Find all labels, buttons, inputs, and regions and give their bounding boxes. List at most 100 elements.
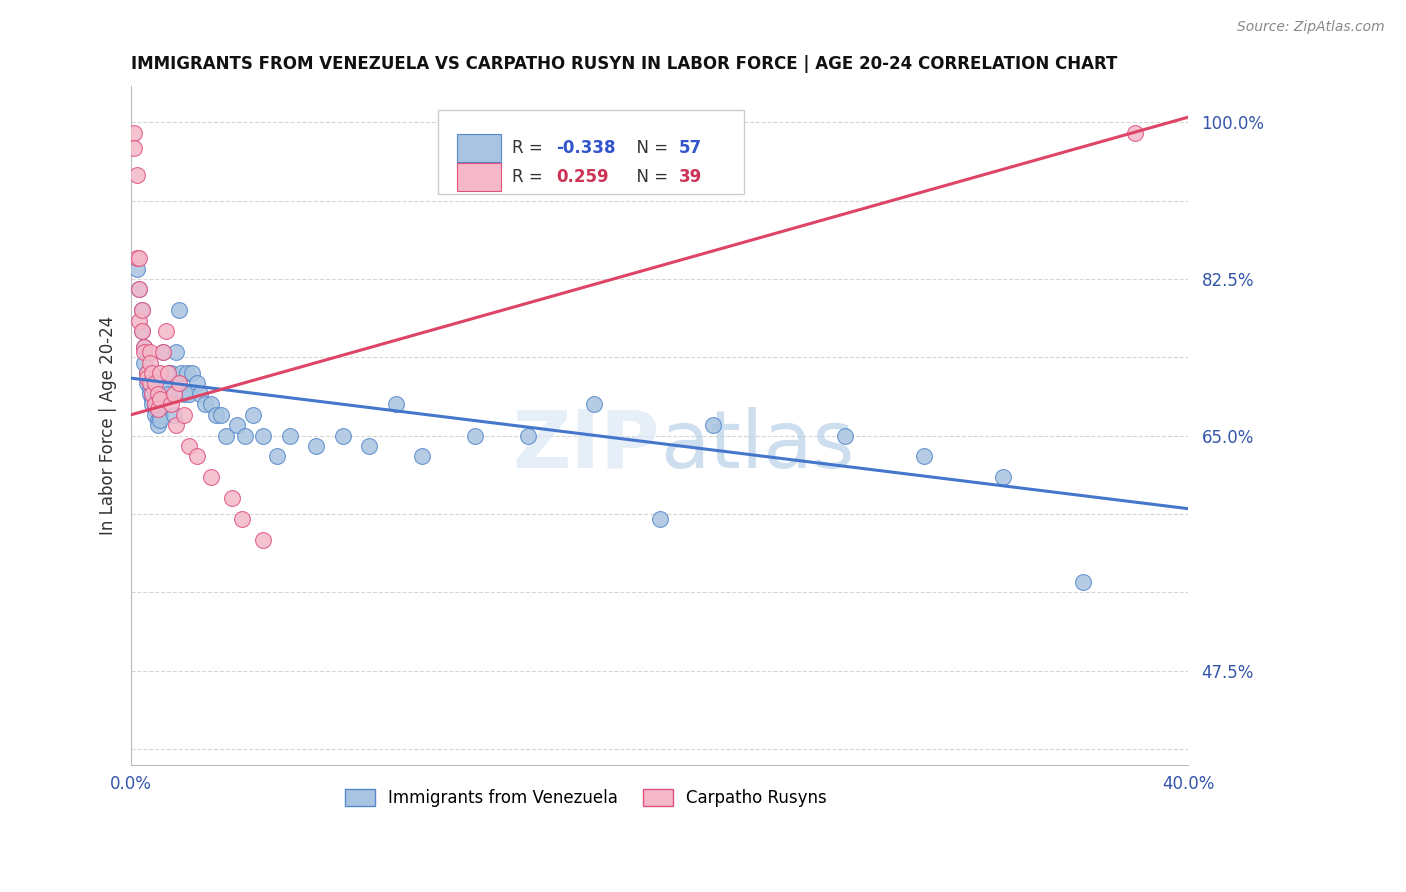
- Point: [179, 387, 201, 401]
- Point: [143, 402, 166, 417]
- Point: [411, 450, 433, 464]
- Point: [134, 355, 156, 369]
- Point: [188, 387, 211, 401]
- Point: [582, 397, 605, 411]
- Point: [155, 376, 177, 391]
- Point: [167, 376, 190, 391]
- Point: [359, 439, 381, 453]
- Point: [155, 324, 177, 338]
- Point: [252, 428, 274, 442]
- Text: 0.259: 0.259: [557, 168, 609, 186]
- Point: [233, 428, 256, 442]
- Point: [139, 376, 162, 391]
- Point: [149, 413, 172, 427]
- Point: [131, 303, 153, 318]
- Point: [131, 324, 153, 338]
- Point: [305, 439, 328, 453]
- FancyBboxPatch shape: [457, 162, 501, 191]
- Point: [648, 512, 671, 526]
- Point: [186, 376, 208, 391]
- Point: [278, 428, 301, 442]
- Point: [173, 408, 195, 422]
- Point: [141, 397, 163, 411]
- Point: [149, 392, 172, 406]
- Text: IMMIGRANTS FROM VENEZUELA VS CARPATHO RUSYN IN LABOR FORCE | AGE 20-24 CORRELATI: IMMIGRANTS FROM VENEZUELA VS CARPATHO RU…: [131, 55, 1118, 73]
- Point: [136, 371, 159, 385]
- Point: [136, 366, 159, 380]
- Text: 39: 39: [679, 168, 702, 186]
- Point: [131, 303, 153, 318]
- Point: [125, 251, 148, 265]
- Point: [125, 261, 148, 276]
- Point: [231, 512, 253, 526]
- Text: R =: R =: [512, 168, 553, 186]
- Point: [146, 387, 169, 401]
- Text: N =: N =: [626, 139, 673, 157]
- Point: [160, 366, 183, 380]
- Point: [141, 387, 163, 401]
- Point: [152, 345, 174, 359]
- Y-axis label: In Labor Force | Age 20-24: In Labor Force | Age 20-24: [100, 316, 117, 535]
- Legend: Immigrants from Venezuela, Carpatho Rusyns: Immigrants from Venezuela, Carpatho Rusy…: [337, 782, 834, 814]
- Point: [128, 251, 150, 265]
- Point: [157, 366, 180, 380]
- Point: [128, 282, 150, 296]
- Text: R =: R =: [512, 139, 548, 157]
- Point: [134, 340, 156, 354]
- Point: [464, 428, 486, 442]
- Point: [146, 402, 169, 417]
- Point: [167, 303, 190, 318]
- Point: [702, 418, 724, 433]
- Text: atlas: atlas: [659, 407, 853, 484]
- Point: [136, 366, 159, 380]
- Point: [139, 387, 162, 401]
- Point: [139, 355, 162, 369]
- Point: [221, 491, 243, 506]
- Point: [128, 282, 150, 296]
- Point: [128, 314, 150, 328]
- Point: [143, 376, 166, 391]
- Point: [160, 397, 183, 411]
- Point: [149, 366, 172, 380]
- Point: [162, 408, 184, 422]
- FancyBboxPatch shape: [437, 110, 744, 194]
- Point: [134, 345, 156, 359]
- Point: [215, 428, 238, 442]
- Point: [181, 366, 204, 380]
- Point: [993, 470, 1015, 484]
- Point: [912, 450, 935, 464]
- Point: [834, 428, 856, 442]
- Point: [141, 366, 163, 380]
- Point: [173, 387, 195, 401]
- Point: [170, 366, 193, 380]
- Point: [122, 126, 145, 140]
- Point: [136, 376, 159, 391]
- Point: [157, 387, 180, 401]
- Text: Source: ZipAtlas.com: Source: ZipAtlas.com: [1237, 20, 1385, 34]
- Point: [242, 408, 264, 422]
- Point: [141, 392, 163, 406]
- Point: [204, 408, 226, 422]
- Point: [516, 428, 538, 442]
- Point: [200, 470, 222, 484]
- Point: [131, 324, 153, 338]
- Point: [384, 397, 406, 411]
- Point: [179, 439, 201, 453]
- Point: [143, 397, 166, 411]
- Point: [226, 418, 249, 433]
- Text: 57: 57: [679, 139, 702, 157]
- Point: [122, 141, 145, 155]
- Point: [149, 408, 172, 422]
- Point: [146, 413, 169, 427]
- Point: [146, 418, 169, 433]
- Point: [186, 450, 208, 464]
- Point: [139, 382, 162, 396]
- Text: ZIP: ZIP: [513, 407, 659, 484]
- Point: [209, 408, 232, 422]
- Point: [162, 387, 184, 401]
- FancyBboxPatch shape: [457, 134, 501, 162]
- Text: -0.338: -0.338: [557, 139, 616, 157]
- Text: N =: N =: [626, 168, 673, 186]
- Point: [332, 428, 354, 442]
- Point: [1071, 574, 1094, 589]
